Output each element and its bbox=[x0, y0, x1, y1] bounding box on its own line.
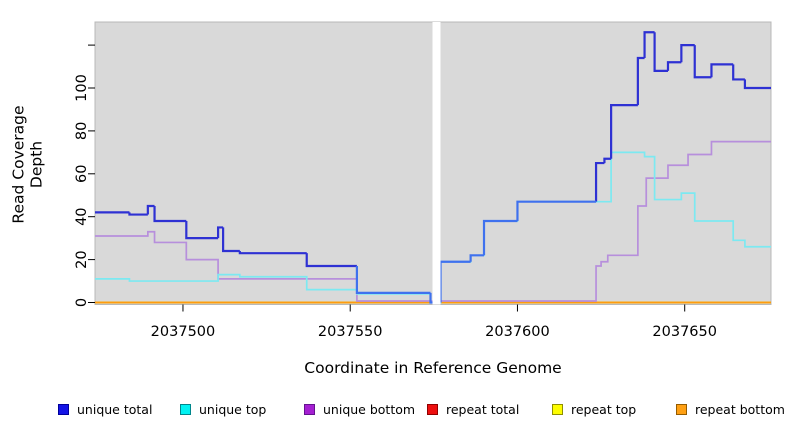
x-tick-label: 2037650 bbox=[652, 324, 717, 340]
legend-item-unique-top: unique top bbox=[180, 401, 266, 417]
legend-item-unique-bottom: unique bottom bbox=[304, 401, 415, 417]
y-tick-label: 0 bbox=[74, 298, 90, 307]
legend-swatch-repeat-top bbox=[552, 403, 563, 415]
legend-label-unique-bottom: unique bottom bbox=[323, 401, 416, 417]
x-tick-label: 2037550 bbox=[318, 324, 383, 340]
y-axis-title: Read Coverage Depth bbox=[9, 105, 46, 224]
y-tick-label: 80 bbox=[74, 122, 90, 140]
y-tick-label: 20 bbox=[74, 250, 90, 268]
series-layer bbox=[95, 31, 771, 304]
legend-label-repeat-bottom: repeat bottom bbox=[695, 401, 785, 417]
legend: unique total unique top unique bottom repea… bbox=[0, 401, 792, 421]
series-line-unique-bottom bbox=[95, 140, 771, 302]
legend-swatch-repeat-bottom bbox=[676, 403, 687, 415]
legend-item-repeat-total: repeat total bbox=[427, 401, 519, 417]
y-tick-label: 60 bbox=[74, 165, 90, 183]
legend-swatch-repeat-total bbox=[427, 403, 438, 415]
x-tick-label: 2037600 bbox=[485, 324, 550, 340]
legend-item-repeat-top: repeat top bbox=[552, 401, 636, 417]
legend-label-repeat-total: repeat total bbox=[446, 401, 520, 417]
y-tick-label: 40 bbox=[74, 207, 90, 225]
legend-swatch-unique-bottom bbox=[304, 403, 315, 415]
axis-layer: 2037500 2037550 2037600 2037650 0 20 40 60 80 100 bbox=[74, 44, 717, 340]
legend-label-unique-top: unique top bbox=[199, 401, 267, 417]
x-tick-label: 2037500 bbox=[151, 324, 216, 340]
legend-swatch-unique-top bbox=[180, 403, 191, 415]
series-line-unique-total-overlap bbox=[355, 200, 597, 304]
legend-item-unique-total: unique total bbox=[58, 401, 152, 417]
series-line-unique-total bbox=[95, 31, 771, 268]
legend-label-repeat-top: repeat top bbox=[571, 401, 637, 417]
no-data-gap-band bbox=[432, 22, 441, 305]
legend-item-repeat-bottom: repeat bottom bbox=[676, 401, 785, 417]
y-tick-label: 100 bbox=[74, 74, 90, 102]
legend-swatch-unique-total bbox=[58, 403, 69, 415]
legend-label-unique-total: unique total bbox=[77, 401, 153, 417]
x-axis-title: Coordinate in Reference Genome bbox=[304, 359, 562, 377]
